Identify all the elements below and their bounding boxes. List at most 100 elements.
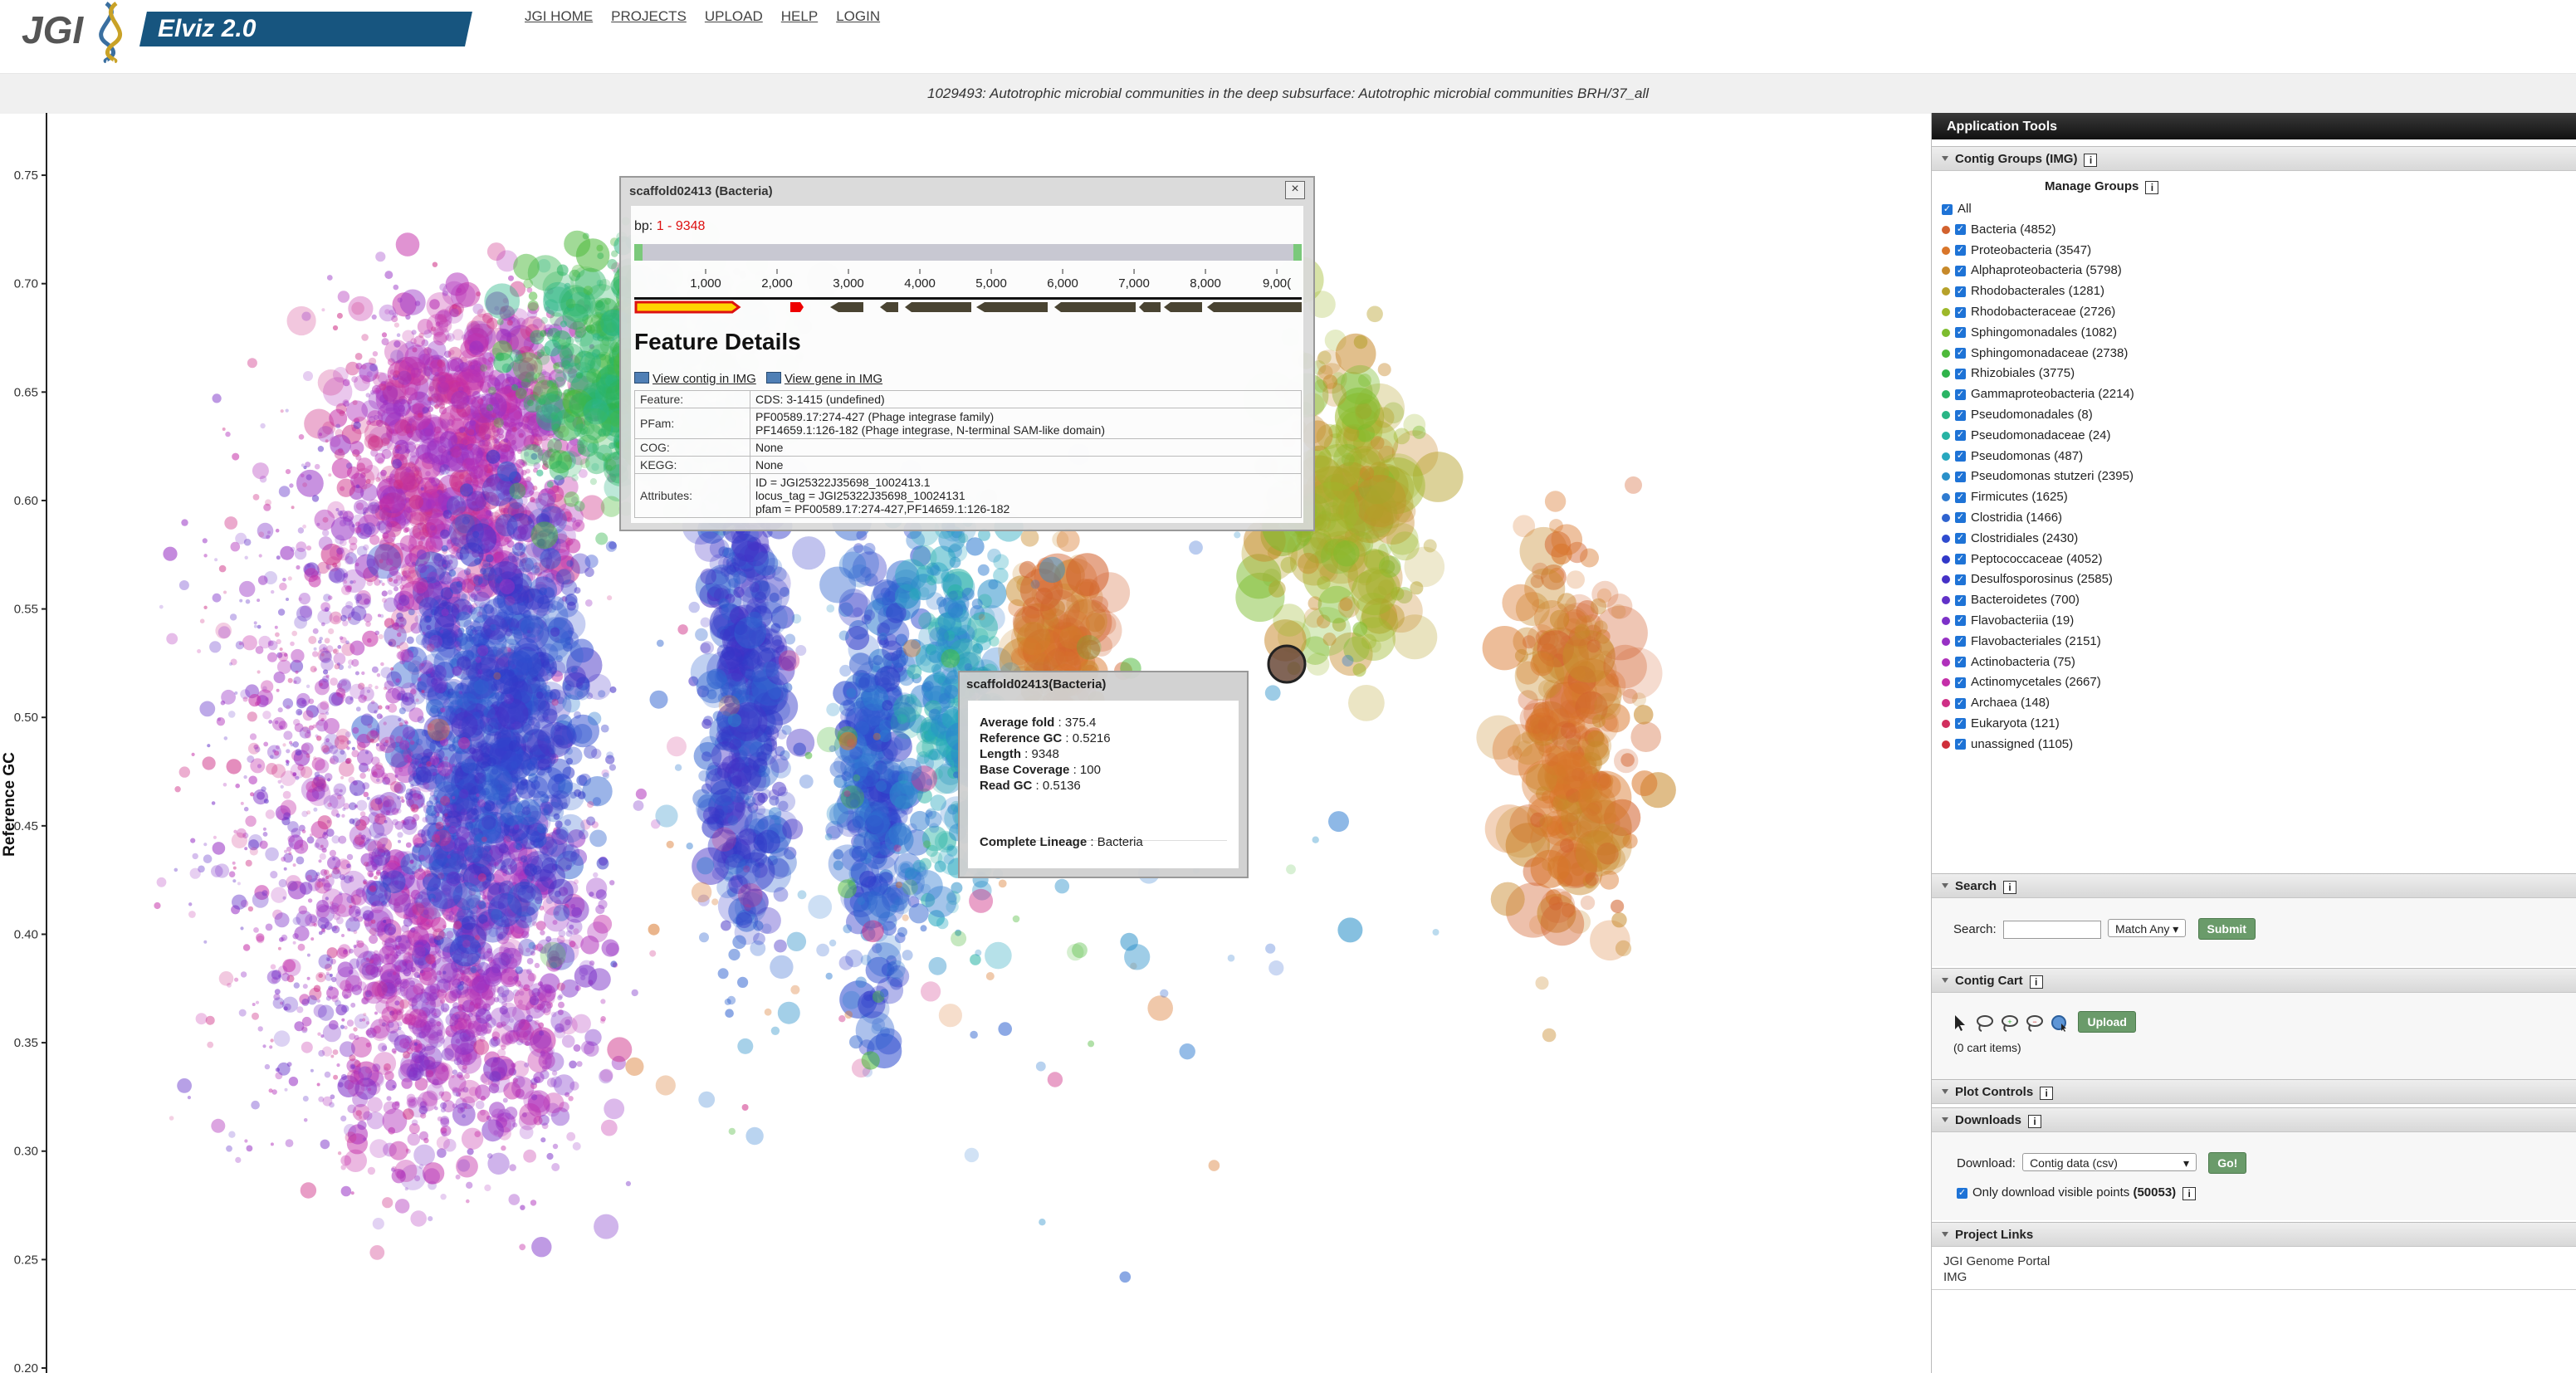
contig-bubble[interactable] [411,1119,418,1126]
contig-bubble[interactable] [533,719,555,741]
contig-bubble[interactable] [985,941,1012,970]
contig-bubble[interactable] [455,281,481,307]
contig-bubble[interactable] [367,1166,376,1175]
contig-bubble[interactable] [599,1068,613,1082]
contig-bubble[interactable] [435,321,441,327]
contig-bubble[interactable] [488,653,499,664]
contig-bubble[interactable] [521,558,527,564]
contig-bubble[interactable] [756,829,780,854]
contig-bubble[interactable] [486,377,501,391]
contig-bubble[interactable] [607,595,613,601]
contig-bubble[interactable] [479,568,486,575]
contig-bubble[interactable] [408,608,415,616]
contig-bubble[interactable] [481,814,496,830]
contig-bubble[interactable] [579,469,588,478]
contig-bubble[interactable] [601,939,619,957]
contig-bubble[interactable] [491,413,496,418]
contig-bubble[interactable] [595,889,607,901]
contig-bubble[interactable] [578,829,589,840]
contig-bubble[interactable] [534,419,556,441]
contig-bubble[interactable] [456,611,472,628]
contig-bubble[interactable] [546,481,554,488]
contig-bubble[interactable] [521,443,543,467]
contig-bubble[interactable] [409,1039,423,1053]
contig-bubble[interactable] [452,1103,457,1109]
contig-bubble[interactable] [533,682,567,716]
contig-bubble[interactable] [776,729,787,740]
contig-bubble[interactable] [472,369,481,378]
contig-bubble[interactable] [699,932,709,943]
contig-bubble[interactable] [461,758,477,774]
contig-bubble[interactable] [517,480,535,498]
contig-bubble[interactable] [593,872,599,878]
contig-bubble[interactable] [501,1145,506,1151]
contig-bubble[interactable] [375,384,406,414]
contig-bubble[interactable] [458,446,464,452]
contig-bubble[interactable] [573,928,579,935]
contig-bubble[interactable] [926,574,937,586]
contig-bubble[interactable] [971,599,983,609]
contig-bubble[interactable] [539,587,547,596]
contig-bubble[interactable] [578,349,586,358]
contig-bubble[interactable] [509,448,515,454]
contig-bubble[interactable] [342,379,350,387]
contig-bubble[interactable] [448,399,456,407]
contig-bubble[interactable] [405,340,414,350]
contig-bubble[interactable] [555,568,575,589]
contig-bubble[interactable] [579,495,605,520]
contig-bubble[interactable] [474,1131,481,1137]
contig-bubble[interactable] [430,393,440,403]
contig-bubble[interactable] [598,690,606,698]
contig-bubble[interactable] [461,1068,467,1074]
contig-bubble[interactable] [506,669,515,677]
contig-bubble[interactable] [428,794,439,805]
contig-bubble[interactable] [491,418,498,426]
contig-bubble[interactable] [912,545,937,570]
contig-bubble[interactable] [745,795,756,807]
contig-bubble[interactable] [447,359,460,372]
contig-bubble[interactable] [349,542,358,551]
contig-bubble[interactable] [433,325,444,338]
contig-bubble[interactable] [349,485,364,501]
contig-bubble[interactable] [553,813,560,820]
contig-bubble[interactable] [394,509,412,526]
contig-bubble[interactable] [483,800,496,812]
contig-bubble[interactable] [465,1020,482,1038]
contig-bubble[interactable] [525,776,549,799]
contig-bubble[interactable] [407,1132,420,1146]
contig-bubble[interactable] [372,1063,381,1073]
contig-bubble[interactable] [417,413,423,418]
contig-bubble[interactable] [506,325,535,354]
contig-bubble[interactable] [595,532,609,545]
contig-bubble[interactable] [433,426,442,434]
contig-bubble[interactable] [918,612,936,630]
contig-bubble[interactable] [586,368,601,384]
contig-bubble[interactable] [434,372,440,378]
contig-bubble[interactable] [531,378,539,384]
contig-bubble[interactable] [436,1136,451,1150]
contig-bubble[interactable] [366,371,373,378]
contig-bubble[interactable] [540,330,547,337]
contig-bubble[interactable] [314,509,335,530]
contig-bubble[interactable] [449,581,462,594]
contig-bubble[interactable] [351,301,364,315]
contig-bubble[interactable] [717,968,729,980]
contig-bubble[interactable] [530,1200,537,1206]
contig-bubble[interactable] [524,452,530,457]
contig-bubble[interactable] [428,476,435,483]
contig-bubble[interactable] [567,368,578,379]
contig-bubble[interactable] [448,911,454,916]
contig-bubble[interactable] [462,439,468,445]
contig-bubble[interactable] [977,564,990,576]
contig-bubble[interactable] [394,419,411,437]
contig-bubble[interactable] [520,878,530,889]
contig-bubble[interactable] [758,765,770,778]
contig-bubble[interactable] [474,496,486,508]
contig-bubble[interactable] [466,807,480,821]
contig-bubble[interactable] [533,562,541,570]
contig-bubble[interactable] [429,525,436,531]
contig-bubble[interactable] [418,332,424,339]
contig-bubble[interactable] [393,340,401,348]
contig-bubble[interactable] [460,356,467,364]
contig-bubble[interactable] [337,961,354,978]
